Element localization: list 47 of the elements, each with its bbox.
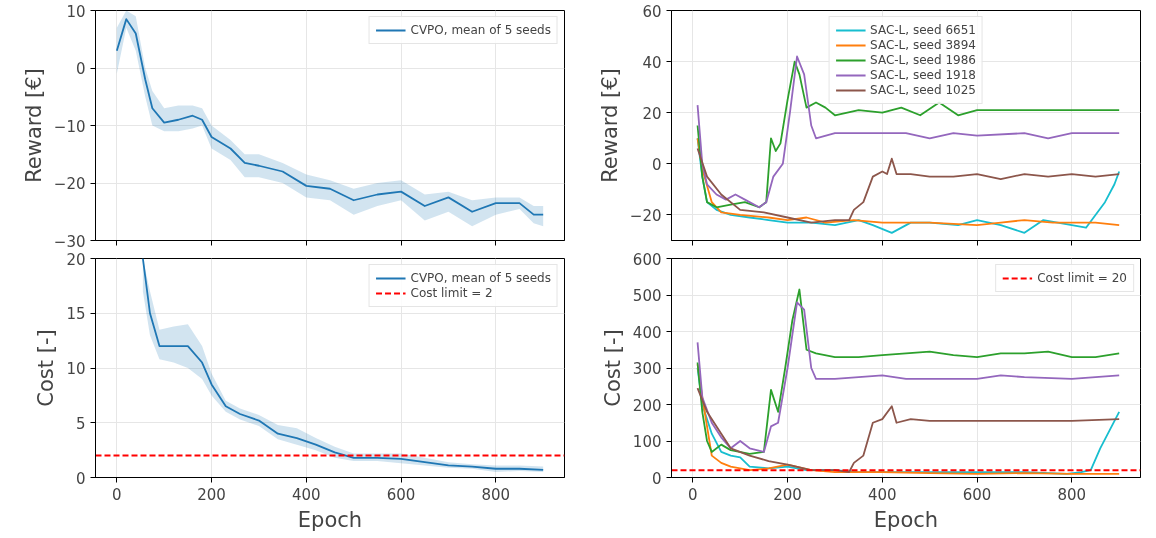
x-tick-label: 600 xyxy=(386,485,416,504)
legend-label: SAC-L, seed 6651 xyxy=(870,23,976,37)
y-tick-label: −10 xyxy=(53,117,86,136)
legend-label: SAC-L, seed 3894 xyxy=(870,38,976,52)
x-tick-label: 200 xyxy=(197,485,226,504)
y-tick-label: 40 xyxy=(642,53,662,72)
y-tick-label: 10 xyxy=(66,2,86,21)
x-tick-label: 800 xyxy=(1057,485,1087,504)
y-tick-label: −30 xyxy=(53,232,86,251)
y-tick-label: 15 xyxy=(66,305,86,324)
y-tick-label: 0 xyxy=(651,469,662,488)
y-tick-label: 0 xyxy=(651,155,662,174)
x-tick-label: 400 xyxy=(292,485,321,504)
y-axis-title: Reward [€] xyxy=(597,68,622,183)
legend-label: Cost limit = 20 xyxy=(1037,271,1127,285)
y-axis-title: Cost [-] xyxy=(600,329,625,407)
y-tick-label: 600 xyxy=(632,250,662,269)
legend-label: CVPO, mean of 5 seeds xyxy=(410,271,551,285)
legend-label: SAC-L, seed 1986 xyxy=(870,53,976,67)
x-tick-label: 800 xyxy=(481,485,511,504)
x-tick-label: 400 xyxy=(868,485,897,504)
y-tick-label: −20 xyxy=(629,206,662,225)
y-axis-title: Cost [-] xyxy=(34,329,59,407)
y-tick-label: 300 xyxy=(632,360,662,378)
x-axis-title: Epoch xyxy=(873,507,939,532)
x-tick-label: 200 xyxy=(773,485,802,504)
y-axis-title: Reward [€] xyxy=(21,68,46,183)
x-tick-label: 0 xyxy=(688,485,698,504)
y-tick-label: 500 xyxy=(632,287,662,305)
y-tick-label: 200 xyxy=(632,396,662,415)
y-tick-label: 0 xyxy=(75,60,86,78)
legend-label: Cost limit = 2 xyxy=(410,286,493,300)
legend-label: CVPO, mean of 5 seeds xyxy=(410,23,551,37)
legend-label: SAC-L, seed 1918 xyxy=(870,68,976,82)
legend-label: SAC-L, seed 1025 xyxy=(870,83,976,97)
y-tick-label: 20 xyxy=(66,250,86,269)
y-tick-label: 10 xyxy=(66,360,86,378)
y-tick-label: 0 xyxy=(75,469,86,488)
y-tick-label: 100 xyxy=(632,433,662,451)
y-tick-label: 60 xyxy=(642,2,662,21)
x-tick-label: 0 xyxy=(112,485,122,504)
y-tick-label: 5 xyxy=(75,414,86,433)
x-axis-title: Epoch xyxy=(297,507,363,532)
y-tick-label: −20 xyxy=(53,175,86,193)
y-tick-label: 400 xyxy=(632,323,662,342)
y-tick-label: 20 xyxy=(642,104,662,123)
x-tick-label: 600 xyxy=(962,485,992,504)
